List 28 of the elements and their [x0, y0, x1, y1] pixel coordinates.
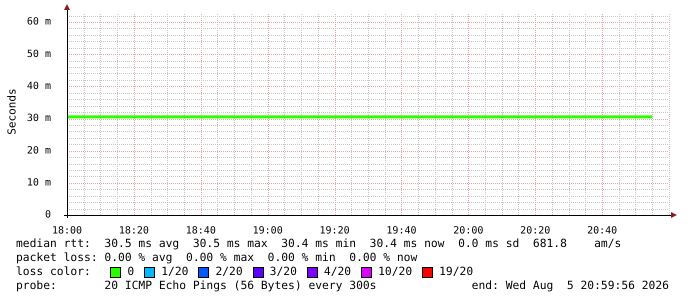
x-tick-label: 18:00 [52, 226, 82, 237]
y-tick-label: 0 [44, 210, 51, 221]
x-tick-label: 20:00 [453, 226, 484, 237]
legend-label: 3/20 [270, 265, 297, 279]
x-tick-label: 18:40 [186, 226, 216, 237]
text: median rtt: 30.5 ms avg 30.5 ms max 30.4 ms min 30.4 ms now 0.0 ms sd 681.8 am/s [16, 237, 622, 251]
y-tick-label: 20 m [26, 145, 51, 156]
x-tick-label: 20:20 [520, 226, 550, 237]
legend-label: 0 [127, 265, 134, 279]
x-tick-label: 19:00 [252, 226, 283, 237]
legend-label: 19/20 [439, 265, 474, 279]
legend-label: 2/20 [215, 265, 243, 279]
legend-label: 1/20 [161, 265, 188, 279]
y-tick-label: 60 m [26, 16, 51, 28]
legend-label: 10/20 [378, 265, 412, 279]
y-tick-label: 30 m [26, 113, 51, 124]
x-tick-label: 20:40 [587, 226, 618, 237]
y-tick-label: 10 m [26, 177, 51, 188]
x-tick-label: 19:40 [386, 226, 417, 237]
legend-title: loss color: [16, 265, 92, 279]
legend-label: 4/20 [324, 265, 352, 279]
y-tick-label: 50 m [26, 48, 51, 60]
x-tick-label: 19:20 [319, 226, 350, 237]
x-tick-label: 18:20 [118, 226, 149, 237]
text: packet loss: 0.00 % avg 0.00 % max 0.00 % min 0.00 % now [16, 251, 418, 265]
text: probe: 20 ICMP Echo Pings (56 Bytes) every 300s end: Wed Aug 5 20:59:56 2026 [16, 279, 669, 293]
y-tick-label: 40 m [26, 80, 51, 92]
y-axis-title: Seconds [6, 87, 18, 137]
